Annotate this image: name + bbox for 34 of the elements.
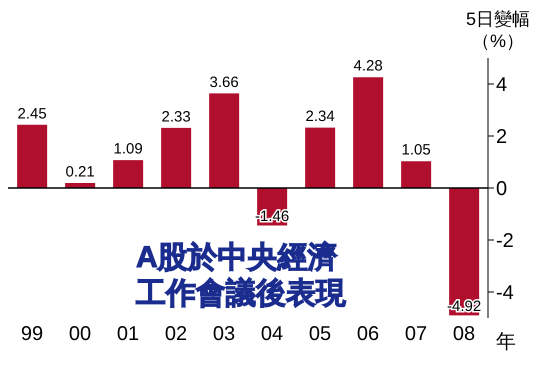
data-label: 0.21 — [66, 164, 95, 181]
data-label: 1.05 — [402, 142, 431, 159]
x-axis-title: 年 — [496, 330, 516, 355]
y-tick-label: 2 — [496, 126, 508, 148]
y-axis-title: 5日變幅（%） — [464, 8, 531, 52]
data-label: 2.33 — [162, 108, 191, 126]
data-label: 1.09 — [114, 140, 143, 158]
x-tick-label: 02 — [164, 323, 188, 346]
data-label: 4.28 — [354, 58, 383, 75]
y-tick-label: 0 — [496, 178, 508, 200]
y-tick-label: -4 — [496, 282, 514, 304]
x-tick-label: 01 — [116, 323, 140, 346]
bar — [352, 76, 384, 188]
x-tick-label: 08 — [452, 323, 476, 346]
data-label: 2.34 — [306, 108, 335, 126]
text: A股於中央經濟工作會議後表現 — [136, 240, 347, 312]
bar — [160, 126, 192, 188]
y-tick-label: -2 — [496, 230, 514, 252]
bar — [448, 188, 480, 316]
bar — [112, 159, 144, 188]
x-tick-label: 05 — [308, 323, 332, 346]
x-tick-label: 07 — [404, 323, 428, 346]
x-tick-label: 03 — [212, 323, 236, 346]
x-tick-label: 04 — [260, 323, 284, 346]
bar — [208, 92, 240, 188]
x-tick-label: 00 — [68, 323, 92, 346]
bar — [16, 124, 48, 188]
bar — [400, 160, 432, 188]
data-label: 3.66 — [210, 74, 239, 91]
bar — [304, 126, 336, 188]
data-label: 2.45 — [18, 105, 47, 122]
x-tick-label: 99 — [20, 323, 44, 346]
x-tick-label: 06 — [356, 323, 380, 346]
y-tick-label: 4 — [496, 74, 508, 96]
